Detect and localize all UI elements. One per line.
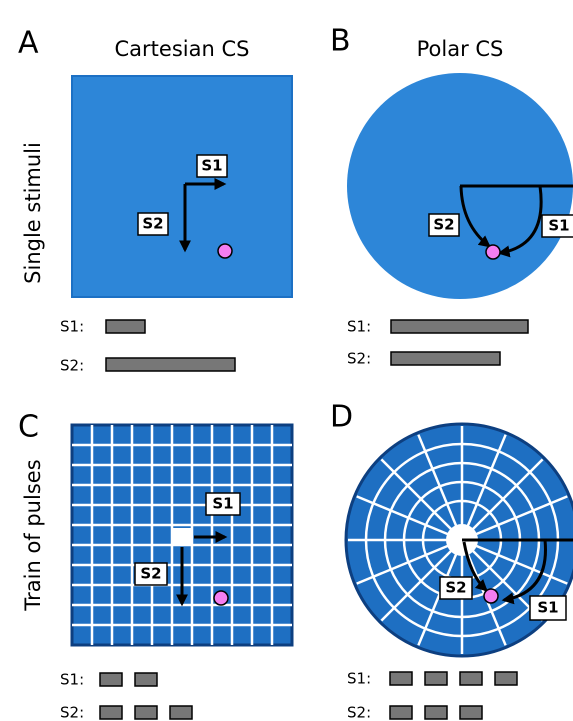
- legend-label: S2:: [347, 704, 371, 721]
- spoke: [460, 434, 507, 541]
- spoke: [356, 538, 463, 585]
- arrow-label: S2: [140, 565, 161, 583]
- pulse-bar: [459, 671, 483, 686]
- target: [217, 243, 233, 259]
- stim-bar: [390, 351, 501, 366]
- arrow-label: S2: [142, 215, 163, 233]
- panel-title: Polar CS: [417, 37, 504, 61]
- stim-bar: [390, 319, 529, 334]
- spoke: [356, 495, 463, 542]
- pulse-bar: [134, 672, 158, 687]
- label-box: [205, 492, 241, 516]
- pulse-bar: [424, 671, 448, 686]
- legend-label: S2:: [60, 704, 84, 721]
- legend-label: S1:: [60, 671, 84, 689]
- pulse-bar: [389, 671, 413, 686]
- arrow-label: S1: [212, 495, 233, 513]
- label-box: [137, 212, 169, 236]
- panel-letter: A: [18, 26, 39, 61]
- pulse-bar: [99, 705, 123, 720]
- stim-bar: [105, 319, 146, 334]
- arrow-label: S1: [201, 157, 222, 175]
- panel-letter: B: [330, 24, 351, 59]
- label-box: [529, 595, 567, 621]
- row-label: Train of pulses: [21, 459, 45, 611]
- spoke: [380, 458, 463, 541]
- legend-label: S1:: [347, 318, 371, 336]
- panel-title: Cartesian CS: [115, 37, 250, 61]
- target: [485, 244, 501, 260]
- label-box: [134, 562, 168, 586]
- cartesian-grid: [70, 423, 294, 647]
- legend-label: S1:: [60, 318, 84, 336]
- arrow: [501, 539, 547, 605]
- label-box: [428, 213, 460, 237]
- spoke: [380, 539, 463, 622]
- pulse-bar: [389, 705, 413, 720]
- spoke: [461, 458, 544, 541]
- arrow-label: S2: [433, 216, 454, 234]
- arrow: [462, 541, 488, 592]
- spoke: [461, 495, 568, 542]
- legend-label: S2:: [347, 350, 371, 368]
- pulse-bar: [459, 705, 483, 720]
- row-label: Single stimuli: [21, 142, 45, 284]
- pulse-bar: [494, 671, 518, 686]
- pulse-bar: [134, 705, 158, 720]
- panel-letter: D: [330, 400, 353, 435]
- arrow-label: S2: [445, 579, 466, 597]
- spoke: [417, 434, 464, 541]
- label-box: [439, 576, 473, 600]
- spoke: [460, 539, 507, 646]
- arrow: [459, 185, 491, 248]
- spoke: [461, 538, 568, 585]
- pulse-bar: [169, 705, 193, 720]
- label-box: [196, 154, 228, 178]
- pulse-bar: [99, 672, 123, 687]
- target: [483, 588, 499, 604]
- start-cell: [173, 528, 193, 546]
- arrow: [497, 185, 543, 258]
- cartesian-space: [71, 75, 293, 298]
- legend-label: S1:: [347, 670, 371, 688]
- panel-letter: C: [18, 410, 39, 445]
- arrow-label: S1: [548, 217, 569, 235]
- arrow-label: S1: [537, 599, 558, 617]
- label-box: [541, 214, 573, 238]
- pulse-bar: [424, 705, 448, 720]
- spoke: [461, 539, 544, 622]
- target: [213, 590, 229, 606]
- legend-label: S2:: [60, 357, 84, 375]
- stim-bar: [105, 357, 236, 372]
